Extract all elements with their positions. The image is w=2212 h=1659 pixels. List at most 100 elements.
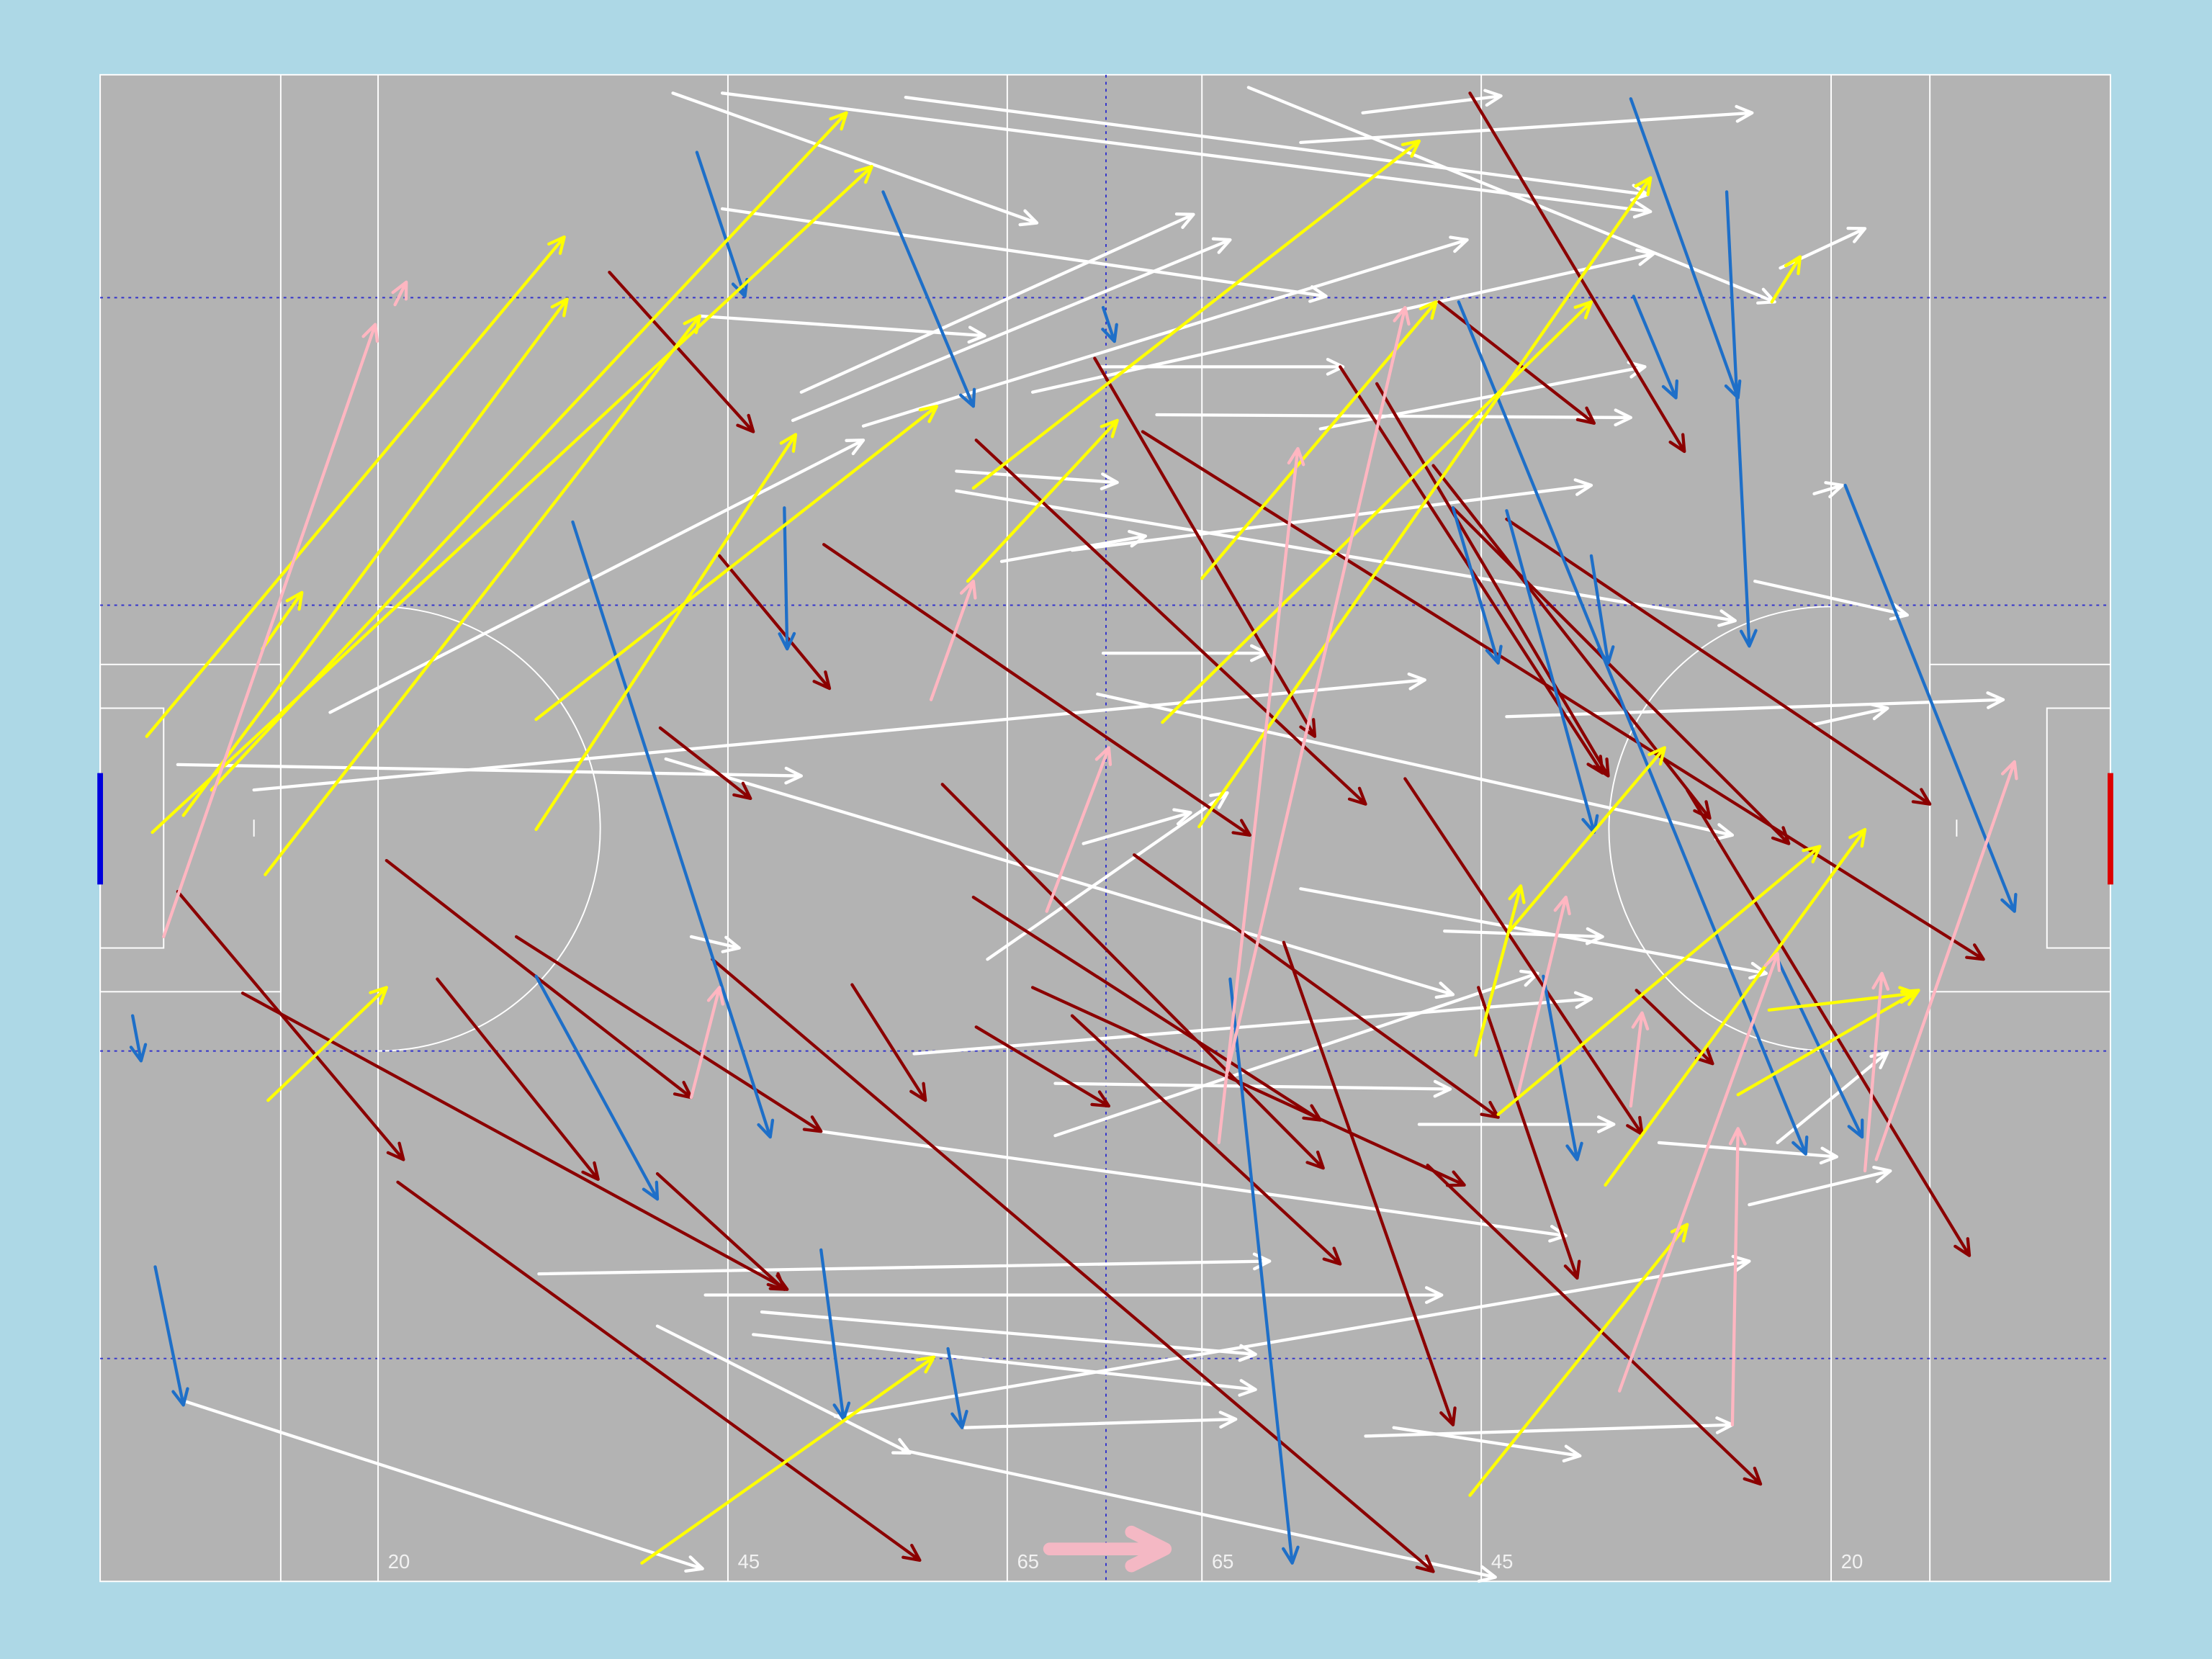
pass-arrow xyxy=(1505,517,1932,806)
pass-arrow xyxy=(1361,89,1503,114)
pass-arrow xyxy=(1070,478,1593,552)
pass-arrow xyxy=(822,543,1251,837)
pass-arrow xyxy=(534,405,939,721)
ticks: 20 45 65 65 45 20 xyxy=(377,74,1863,1582)
pass-arrow xyxy=(1417,1115,1616,1133)
zone-lines xyxy=(100,74,2110,1582)
x-tick-label: 45 xyxy=(738,1550,760,1573)
pass-arrow xyxy=(129,1014,148,1063)
pass-arrow xyxy=(671,91,1039,227)
pass-arrow xyxy=(861,235,1469,428)
pass-arrow xyxy=(1282,940,1457,1426)
pass-arrow xyxy=(1477,986,1581,1280)
pass-arrow xyxy=(912,991,1593,1056)
pass-arrow xyxy=(1045,746,1112,913)
pass-arrow xyxy=(1226,305,1411,1074)
pass-arrow xyxy=(176,890,405,1161)
pass-arrow xyxy=(974,1025,1111,1108)
pass-arrow xyxy=(1197,176,1653,829)
pass-arrow xyxy=(720,207,1328,303)
x-tick-label: 65 xyxy=(1212,1550,1233,1573)
pass-arrow xyxy=(534,974,660,1201)
pass-arrow xyxy=(1728,1127,1747,1426)
pass-arrow xyxy=(1217,446,1305,1145)
pass-arrow xyxy=(1629,1011,1650,1108)
pass-arrow xyxy=(1099,358,1345,376)
pass-arrow xyxy=(752,1333,1257,1397)
pass-arrow xyxy=(1141,430,1985,961)
pass-arrow xyxy=(1812,481,1844,498)
x-tick-label: 45 xyxy=(1491,1550,1513,1573)
pass-arrow xyxy=(658,726,752,801)
pass-arrow xyxy=(145,235,566,738)
pass-arrow xyxy=(778,506,796,651)
pass-arrow xyxy=(1604,827,1867,1187)
pass-arrow xyxy=(1809,702,1889,727)
arc xyxy=(1608,606,1832,1052)
pass-arrow xyxy=(534,433,798,832)
x-tick-label: 65 xyxy=(1017,1550,1039,1573)
pass-arrow xyxy=(1228,977,1300,1565)
pass-arrow xyxy=(181,1399,704,1573)
pass-arrow xyxy=(1299,887,1768,980)
pass-arrow xyxy=(150,165,873,835)
pass-arrow xyxy=(176,763,803,785)
pass-arrow xyxy=(1516,895,1571,1097)
pass-arrow xyxy=(1635,989,1714,1066)
pass-arrow xyxy=(1632,295,1678,400)
pass-arrow xyxy=(436,977,600,1182)
pass-arrow xyxy=(252,672,1426,792)
pass-arrow xyxy=(396,1180,922,1563)
pass-arrow xyxy=(264,314,701,876)
pass-arrow xyxy=(1161,300,1593,724)
pass-arrow xyxy=(261,590,304,651)
pass-arrow xyxy=(571,520,775,1139)
pass-arrow xyxy=(1457,300,1809,1156)
pass-arrow xyxy=(760,1310,1257,1362)
pass-arrow xyxy=(1053,1079,1452,1098)
pass-arrow xyxy=(718,554,832,691)
pass-arrow xyxy=(819,1130,1568,1243)
pass-arrow xyxy=(1468,91,1686,454)
pass-arrow xyxy=(850,983,927,1102)
pass-arrow xyxy=(1748,1165,1892,1207)
pass-arrow xyxy=(514,935,823,1133)
pass-arrow xyxy=(946,1346,968,1429)
pass-arrow xyxy=(1542,974,1583,1161)
pass-arrow xyxy=(1767,986,1917,1012)
pass-arrow xyxy=(1437,300,1596,425)
x-tick-label: 20 xyxy=(388,1550,410,1573)
pass-arrow xyxy=(1874,760,2018,1161)
pass-arrow xyxy=(720,91,1653,219)
pass-arrow xyxy=(698,314,986,344)
pass-arrow xyxy=(1082,808,1192,845)
pass-arrow xyxy=(689,935,741,953)
pass-arrow xyxy=(1246,86,1776,305)
pass-arrow xyxy=(1725,190,1758,648)
pass-arrow xyxy=(1101,305,1118,343)
pass-arrow xyxy=(711,958,1435,1573)
pass-arrow xyxy=(1686,788,1972,1257)
pass-arrow xyxy=(153,1265,189,1407)
pass-arrow xyxy=(966,418,1119,583)
pass-arrow xyxy=(1770,255,1802,304)
pass-arrow xyxy=(655,1172,786,1291)
pass-arrow xyxy=(266,986,388,1102)
pass-arrow xyxy=(1030,248,1655,394)
pass-arrow xyxy=(1451,506,1503,665)
pass-arrow xyxy=(799,212,1195,394)
pass-arrow xyxy=(689,986,724,1100)
pass-arrow xyxy=(971,139,1421,490)
pass-arrow xyxy=(1474,884,1526,1057)
pass-arrow xyxy=(1496,845,1822,1116)
pass-arrow xyxy=(1443,927,1604,945)
pass-arrow xyxy=(963,1411,1238,1429)
pass-arrow xyxy=(1030,986,1466,1187)
pass-arrow xyxy=(181,297,569,817)
pass-arrow xyxy=(833,1254,1751,1419)
pass-arrow xyxy=(1133,853,1500,1119)
x-tick-label: 20 xyxy=(1841,1550,1863,1573)
pass-arrow xyxy=(881,190,976,408)
